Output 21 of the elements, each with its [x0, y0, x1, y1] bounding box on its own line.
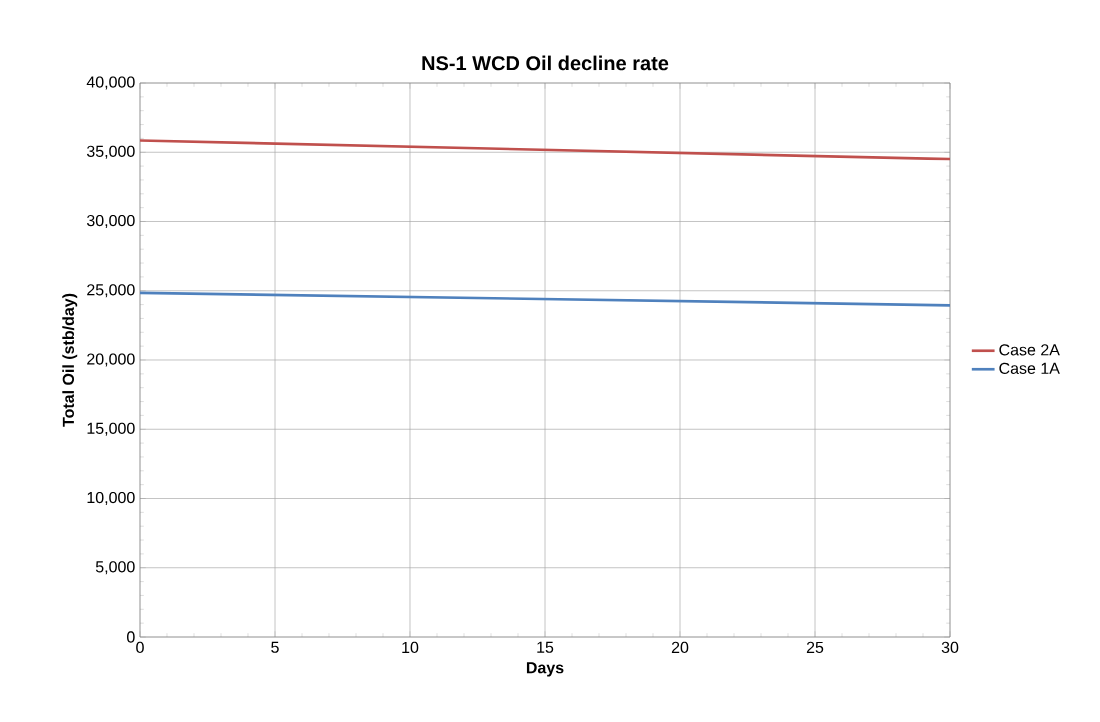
legend-label: Case 2A — [999, 344, 1060, 356]
y-tick-label: 40,000 — [86, 76, 135, 90]
y-tick-label: 5,000 — [95, 561, 135, 575]
y-tick-label: 20,000 — [87, 353, 135, 367]
x-tick-label: 5 — [271, 641, 279, 653]
x-tick-label: 25 — [806, 641, 824, 654]
y-tick-label: 35,000 — [86, 145, 135, 159]
y-axis-title: Total Oil (stb/day) — [62, 293, 78, 427]
x-tick-label: 0 — [136, 641, 144, 654]
x-tick-label: 10 — [402, 641, 419, 654]
x-tick-label: 15 — [537, 641, 554, 653]
y-tick-label: 0 — [127, 631, 135, 643]
chart-title: NS-1 WCD Oil decline rate — [422, 55, 669, 71]
y-tick-label: 10,000 — [87, 491, 135, 506]
y-tick-label: 30,000 — [86, 214, 135, 229]
legend-label: Case 1A — [999, 362, 1060, 374]
x-axis-title: Days — [526, 662, 564, 677]
y-tick-label: 25,000 — [87, 284, 135, 298]
x-tick-label: 30 — [941, 641, 959, 654]
y-tick-label: 15,000 — [87, 422, 135, 436]
x-tick-label: 20 — [671, 641, 689, 654]
